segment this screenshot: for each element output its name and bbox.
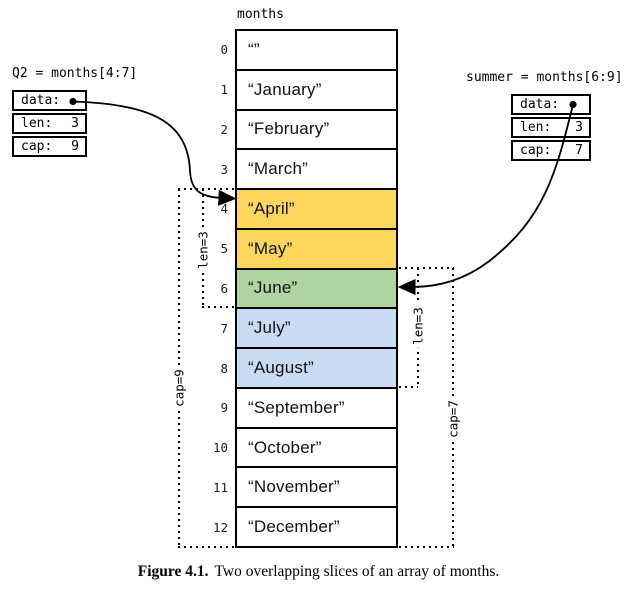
array-cell: 0 “”	[220, 31, 396, 69]
cell-value: “May”	[248, 238, 293, 258]
cell-index: 7	[220, 320, 228, 336]
summer-cap-label: cap=7	[444, 397, 462, 441]
figure-caption-text: Two overlapping slices of an array of mo…	[214, 563, 500, 580]
cell-value: “September”	[248, 397, 345, 417]
slice-summer-box: data: len: 3 cap: 7	[511, 94, 591, 161]
array-cell: 7 “July”	[220, 307, 396, 348]
array-cell: 9 “September”	[220, 386, 396, 427]
field-value: 3	[575, 120, 583, 135]
array-cell: 4 “April”	[220, 188, 396, 228]
array-cell: 5 “May”	[220, 227, 396, 268]
array-cell: 12 “December”	[213, 506, 396, 546]
field-cap: cap: 7	[511, 140, 591, 161]
array-cell: 2 “February”	[220, 108, 396, 149]
field-value: 9	[71, 139, 79, 154]
field-key: len:	[520, 120, 552, 135]
cell-value: “July”	[248, 318, 291, 338]
q2-bracket-top-line	[178, 188, 234, 190]
field-data: data:	[12, 90, 87, 111]
summer-len-label: len=3	[409, 304, 427, 348]
cell-value: “October”	[248, 437, 322, 457]
field-key: cap:	[520, 143, 552, 158]
cell-value: “February”	[248, 119, 330, 139]
slice-summer-label: summer = months[6:9]	[466, 70, 623, 85]
q2-len-label: len=3	[194, 228, 212, 272]
cell-index: 4	[220, 201, 228, 217]
q2-cap-label: cap=9	[170, 366, 188, 410]
months-array: 0 “” 1 “January” 2 “February” 3 “March” …	[213, 29, 398, 548]
cell-index: 12	[212, 519, 228, 535]
cell-index: 8	[220, 360, 228, 376]
cell-value: “April”	[248, 198, 295, 218]
cell-value: “November”	[248, 477, 340, 497]
cell-index: 0	[220, 42, 228, 58]
summer-bracket-top-line	[399, 267, 454, 269]
field-value: 3	[71, 116, 79, 131]
slice-q2-box: data: len: 3 cap: 9	[12, 90, 87, 157]
cell-value: “June”	[248, 278, 298, 298]
field-len: len: 3	[511, 117, 591, 138]
array-cell: 11 “November”	[213, 466, 396, 506]
cell-value: “August”	[248, 358, 314, 377]
field-cap: cap: 9	[12, 136, 87, 157]
cell-index: 3	[220, 161, 228, 177]
cell-index: 10	[212, 440, 228, 456]
cell-value: “January”	[248, 79, 322, 99]
q2-cap-bottom-line	[178, 546, 234, 548]
summer-cap-bottom-line	[399, 546, 454, 548]
summer-len-bottom-line	[399, 386, 418, 388]
cell-index: 9	[220, 400, 228, 416]
figure-caption-number: Figure 4.1.	[137, 563, 209, 580]
cell-value: “”	[248, 39, 260, 59]
field-data: data:	[511, 94, 591, 115]
cell-index: 11	[212, 479, 228, 495]
array-cell: 3 “March”	[220, 148, 396, 188]
array-name-label: months	[237, 7, 284, 22]
array-cell: 1 “January”	[220, 68, 396, 109]
cell-index: 2	[220, 121, 228, 137]
cell-index: 5	[220, 241, 228, 257]
cell-value: “March”	[248, 159, 308, 179]
figure-caption: Figure 4.1. Two overlapping slices of an …	[0, 563, 637, 581]
field-key: data:	[21, 93, 61, 108]
array-cell: 8 “August”	[220, 347, 396, 387]
cell-index: 1	[220, 82, 228, 98]
field-value: 7	[575, 143, 583, 158]
field-len: len: 3	[12, 113, 87, 134]
array-cell: 6 “June”	[220, 267, 396, 308]
slice-q2-label: Q2 = months[4:7]	[12, 66, 138, 81]
field-key: cap:	[21, 139, 53, 154]
q2-len-bottom-line	[202, 306, 234, 308]
array-cell: 10 “October”	[213, 426, 396, 467]
cell-index: 6	[220, 280, 228, 296]
slice-header-summer: summer = months[6:9] data: len: 3 cap: 7	[466, 70, 623, 163]
cell-value: “December”	[248, 517, 340, 537]
field-key: data:	[520, 97, 560, 112]
slice-header-q2: Q2 = months[4:7] data: len: 3 cap: 9	[12, 66, 137, 159]
field-key: len:	[21, 116, 53, 131]
